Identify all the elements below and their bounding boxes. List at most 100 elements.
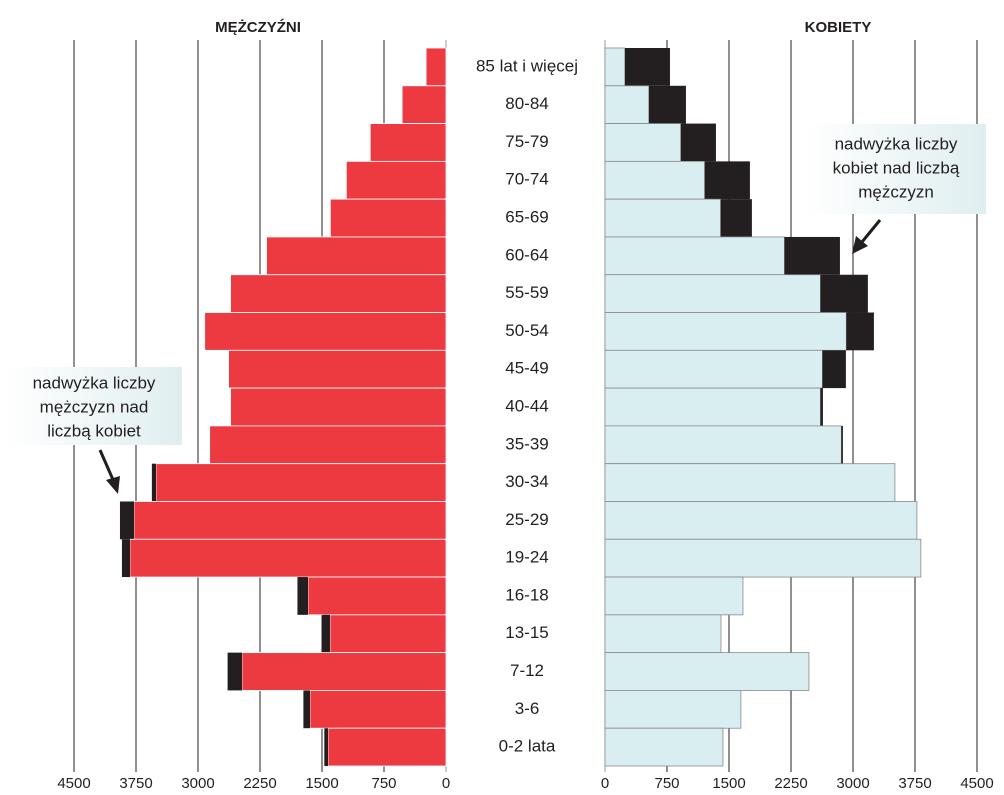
annotation: nadwyżka liczby: [835, 134, 958, 153]
bar: [604, 614, 722, 654]
category-label: 50-54: [505, 321, 548, 340]
bar: [604, 274, 821, 313]
bar: [604, 198, 722, 238]
bar: [604, 501, 918, 540]
category-label: 60-64: [505, 245, 548, 264]
bar: [266, 236, 447, 276]
category-label: 16-18: [505, 585, 548, 604]
bar: [604, 652, 810, 691]
x-tick-label: 4500: [960, 775, 993, 792]
category-label: 7-12: [510, 661, 544, 680]
arrowhead: [852, 236, 868, 254]
excess-bar: [151, 463, 157, 502]
excess-bar: [784, 236, 840, 275]
excess-bar: [820, 388, 823, 426]
bar: [345, 160, 447, 200]
category-label: 35-39: [505, 434, 548, 453]
annotation: liczbą kobiet: [47, 421, 141, 440]
arrow: [860, 219, 882, 243]
x-tick-label: 4500: [57, 775, 90, 792]
x-tick-label: 0: [442, 775, 450, 792]
category-label: 19-24: [505, 548, 548, 567]
category-label: 75-79: [505, 132, 548, 151]
category-label: 30-34: [505, 472, 548, 491]
excess-bar: [227, 652, 243, 691]
bar: [329, 614, 447, 654]
x-tick-label: 3750: [898, 775, 931, 792]
x-tick-label: 3750: [119, 775, 152, 792]
annotation: nadwyżka liczby: [33, 373, 156, 392]
category-label: 55-59: [505, 283, 548, 302]
excess-bar: [841, 425, 843, 464]
excess-bar: [820, 274, 868, 313]
bar: [209, 425, 447, 465]
category-label: 70-74: [505, 170, 548, 189]
category-label: 13-15: [505, 623, 548, 642]
bar: [307, 576, 447, 616]
annotation: mężczyzn nad: [40, 397, 149, 416]
excess-bar: [648, 85, 686, 124]
bar: [604, 47, 626, 87]
category-label: 3-6: [515, 699, 540, 718]
x-tick-label: 1500: [305, 775, 338, 792]
bar: [604, 160, 706, 200]
category-label: 0-2 lata: [499, 737, 556, 756]
bar: [604, 123, 682, 162]
x-tick-label: 2250: [243, 775, 276, 792]
annotation: mężczyzn: [858, 182, 934, 201]
bar: [204, 312, 447, 351]
bar: [369, 123, 447, 162]
excess-bar: [704, 161, 750, 200]
excess-bar: [322, 614, 331, 653]
x-tick-label: 3000: [181, 775, 214, 792]
category-label: 80-84: [505, 94, 548, 113]
excess-bar: [680, 123, 716, 162]
bar: [604, 387, 821, 427]
bar: [329, 198, 447, 238]
annotation: kobiet nad liczbą: [833, 158, 960, 177]
x-tick-label: 3000: [836, 775, 869, 792]
bar: [133, 501, 447, 540]
bar: [604, 576, 744, 616]
plot: 0 750 1500 2250 3000 3750 4500 0 750 1500 2250 3000…: [57, 40, 994, 792]
bar: [604, 85, 650, 124]
bar: [604, 727, 724, 767]
annotation-box: [806, 124, 986, 214]
bar: [155, 463, 447, 502]
bar: [309, 690, 447, 729]
bar: [327, 727, 447, 767]
bar: [604, 690, 742, 729]
bar: [230, 274, 447, 313]
bar: [604, 463, 896, 502]
bar: [604, 236, 785, 276]
excess-bar: [119, 501, 135, 540]
bar: [129, 538, 447, 578]
bar: [230, 387, 447, 427]
x-tick-label: 750: [371, 775, 396, 792]
arrowhead: [106, 476, 120, 494]
x-tick-label: 2250: [774, 775, 807, 792]
excess-bar: [324, 728, 329, 766]
bar: [604, 312, 847, 351]
bar: [425, 47, 447, 87]
excess-bar: [720, 199, 752, 237]
x-tick-label: 0: [601, 775, 609, 792]
excess-bar: [303, 690, 311, 729]
bar: [604, 349, 823, 389]
excess-bar: [297, 577, 309, 615]
bar: [241, 652, 447, 691]
arrow: [98, 449, 116, 483]
excess-bar: [822, 350, 846, 389]
bar: [228, 349, 447, 389]
category-label: 25-29: [505, 510, 548, 529]
excess-bar: [121, 539, 131, 578]
category-label: 45-49: [505, 359, 548, 378]
x-tick-label: 1500: [712, 775, 745, 792]
excess-bar: [624, 48, 670, 86]
bar: [401, 85, 447, 124]
category-label: 40-44: [505, 396, 548, 415]
category-label: 65-69: [505, 208, 548, 227]
annotation-box: [6, 367, 182, 445]
excess-bar: [846, 312, 874, 351]
